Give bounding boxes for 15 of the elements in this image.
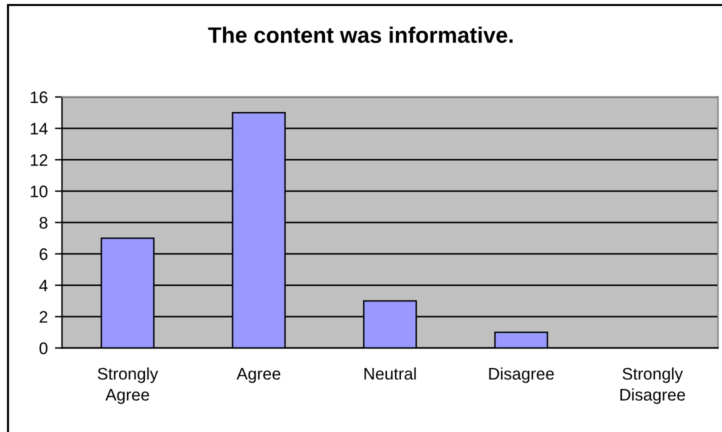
y-tick-label: 6 <box>40 248 48 260</box>
y-tick-label: 8 <box>40 216 48 229</box>
x-tick-label: Disagree <box>489 367 554 383</box>
y-tick-label: 2 <box>40 311 48 323</box>
x-tick-label: Strongly Disagree <box>620 367 686 404</box>
y-tick-label: 16 <box>30 91 48 104</box>
chart-title: The content was informative. <box>208 26 513 43</box>
y-tick-label: 12 <box>30 154 48 166</box>
x-tick-label: Agree <box>236 368 280 383</box>
y-tick-label: 4 <box>39 280 48 292</box>
x-tick-label: Neutral <box>364 367 416 380</box>
y-tick-label: 14 <box>30 122 48 134</box>
y-tick-label: 0 <box>39 342 48 354</box>
x-tick-label: Strongly Agree <box>98 367 158 404</box>
y-tick-label: 10 <box>30 186 48 198</box>
